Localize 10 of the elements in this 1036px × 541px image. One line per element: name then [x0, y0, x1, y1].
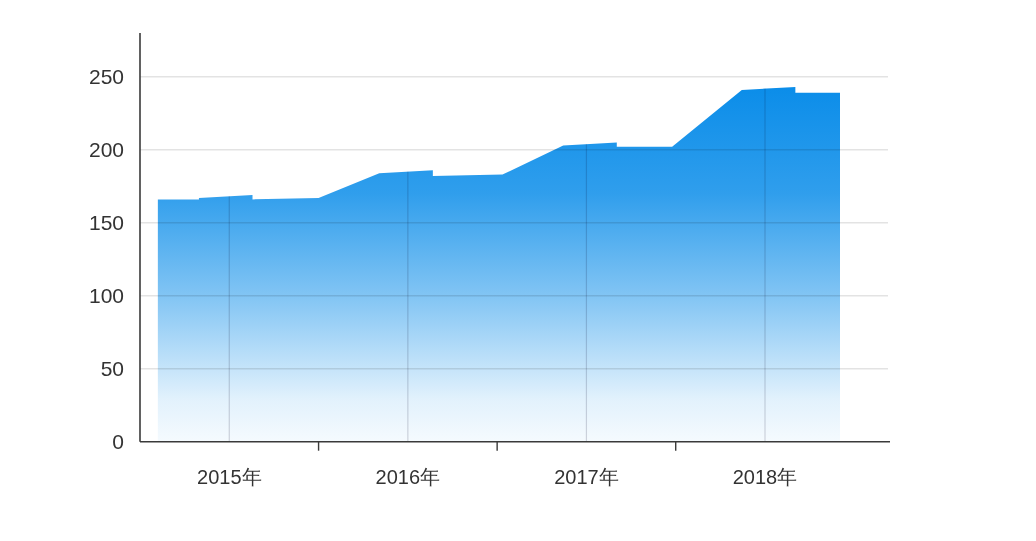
y-tick-label: 150: [88, 211, 124, 235]
x-tick-label: 2017年: [554, 465, 619, 488]
x-tick-label: 2016年: [375, 465, 441, 488]
y-tick-label: 0: [112, 430, 124, 454]
y-tick-label: 100: [88, 284, 124, 308]
x-tick-label: 2015年: [197, 465, 262, 488]
y-tick-label: 50: [100, 357, 124, 381]
y-tick-label: 250: [88, 65, 124, 89]
y-tick-label: 200: [88, 138, 124, 162]
x-tick-label: 2018年: [732, 465, 798, 488]
